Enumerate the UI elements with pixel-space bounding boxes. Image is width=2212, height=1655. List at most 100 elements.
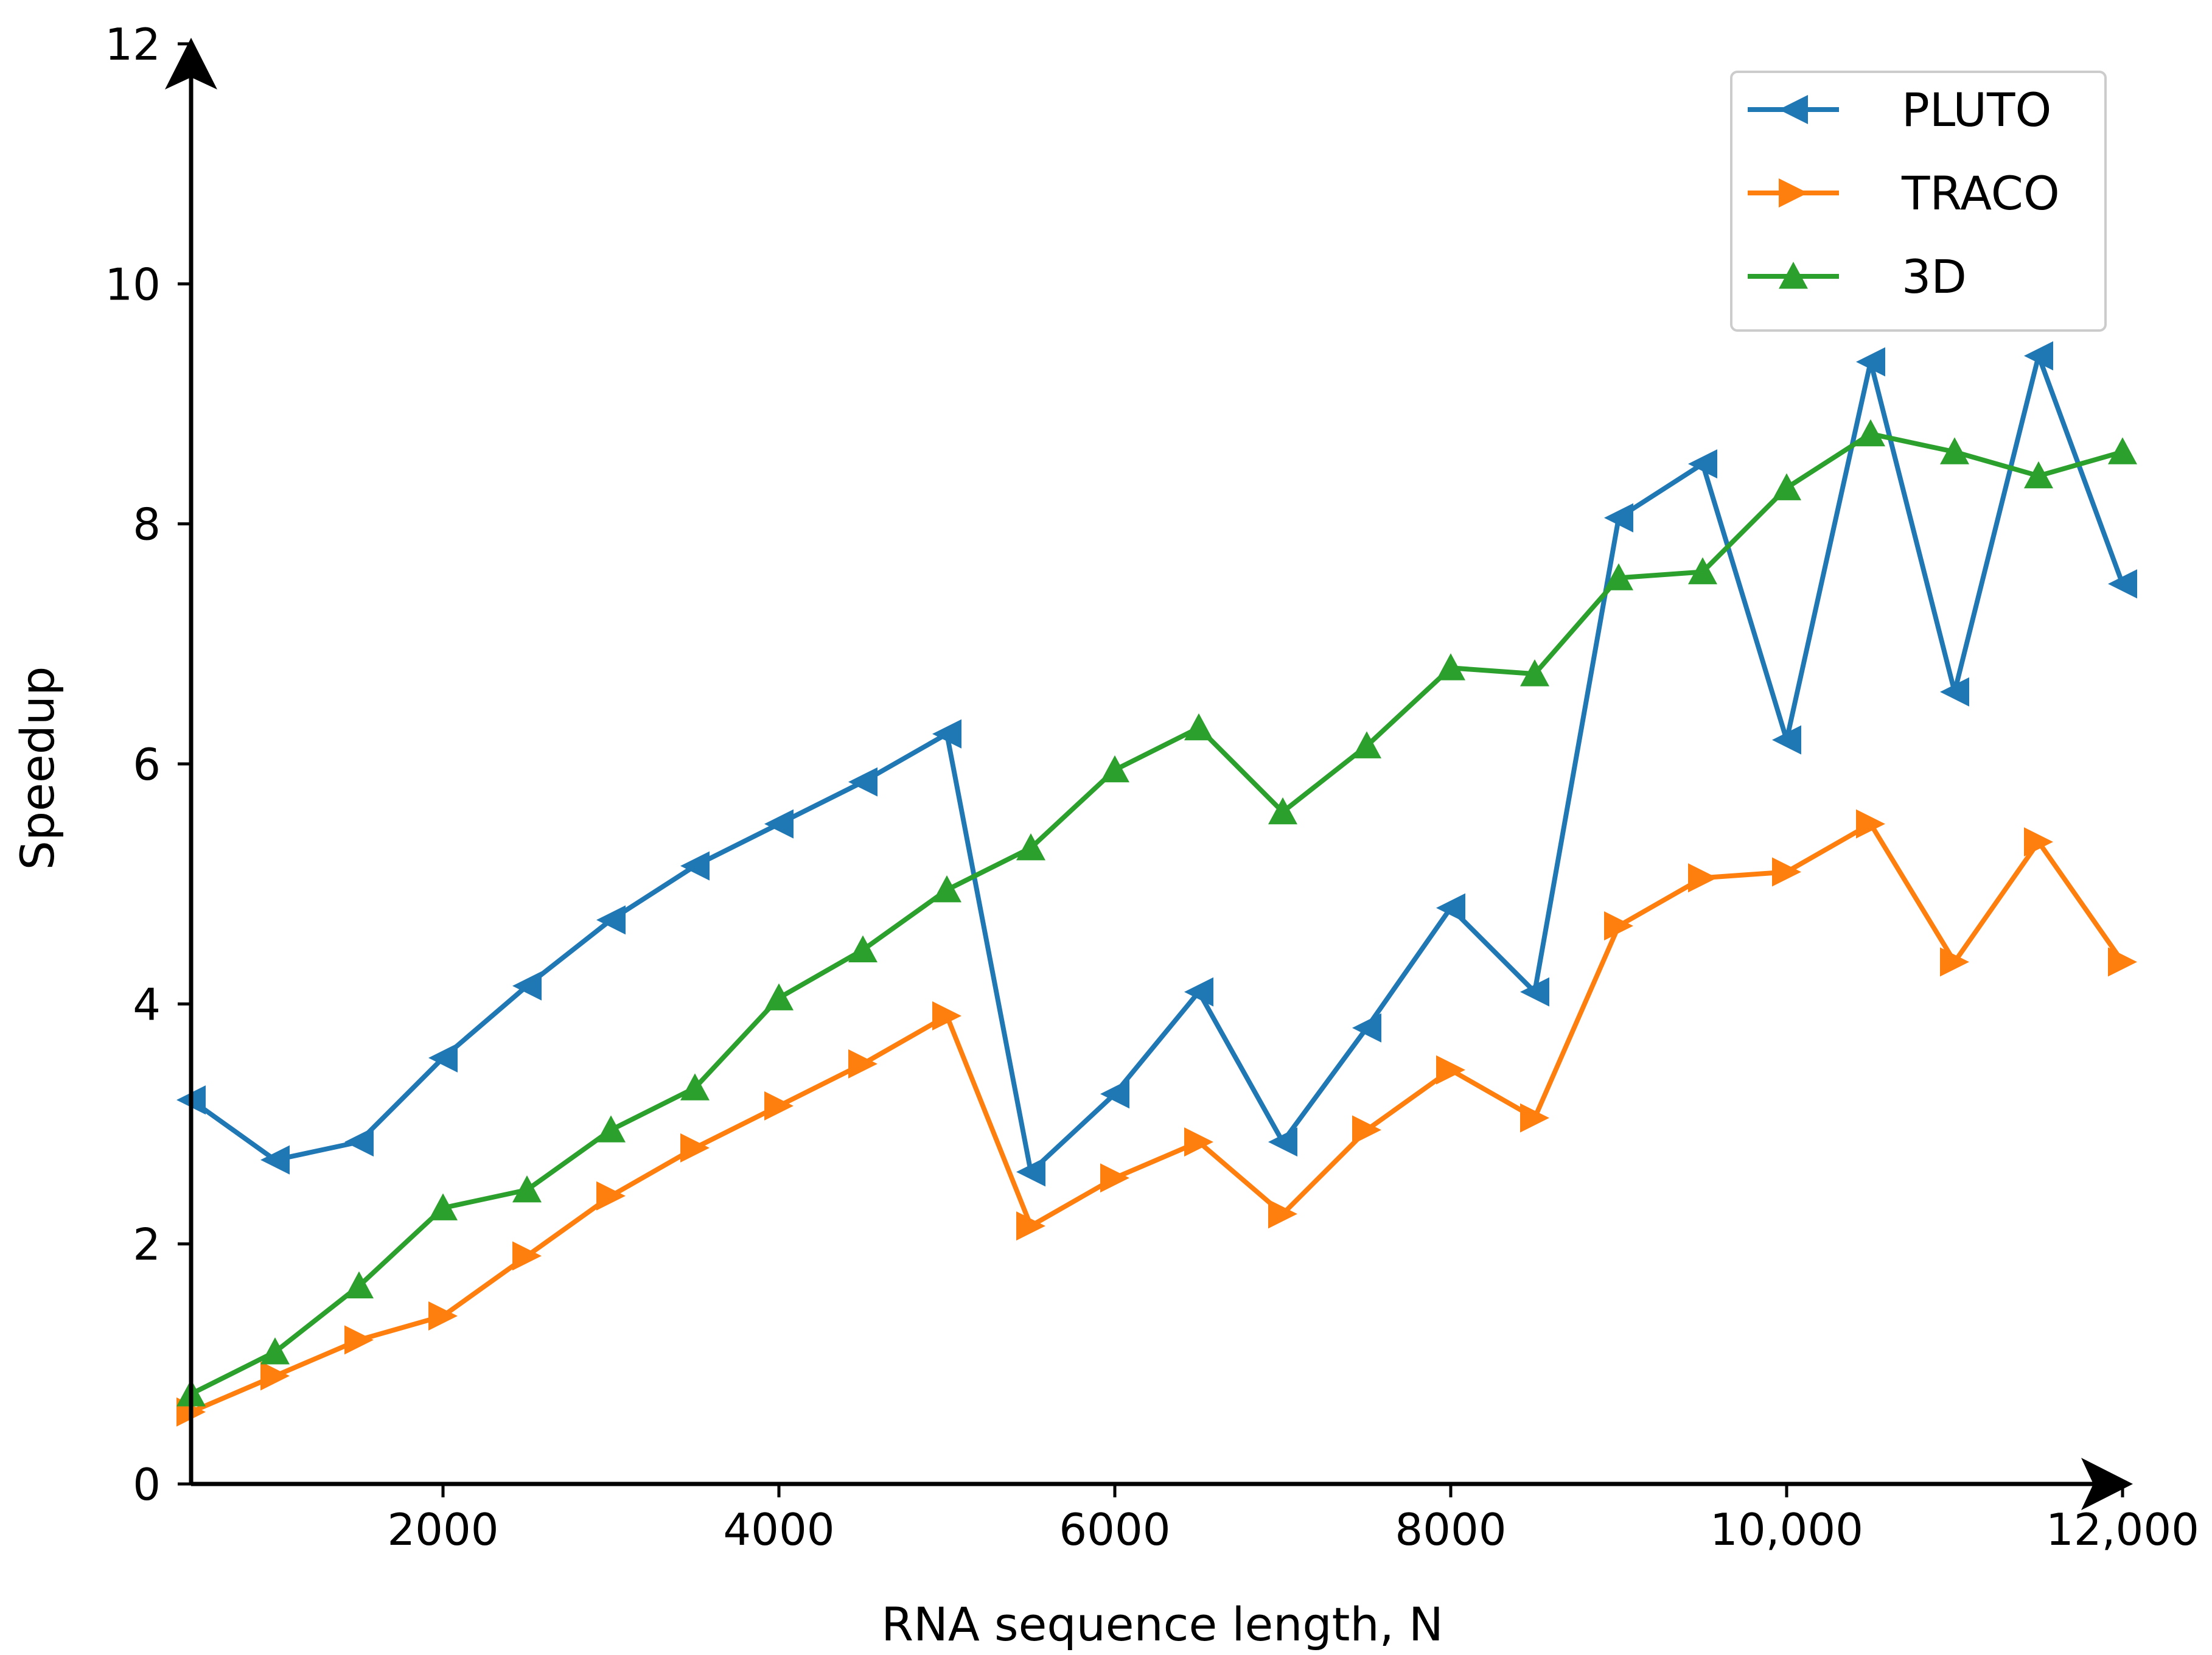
- data-point-3d: [1016, 833, 1045, 861]
- data-point-pluto: [1184, 977, 1213, 1007]
- data-point-3d: [428, 1193, 458, 1220]
- data-point-pluto: [1856, 347, 1885, 377]
- data-point-pluto: [1688, 449, 1717, 479]
- legend-label-3d: 3D: [1902, 250, 1967, 304]
- y-tick-label: 2: [133, 1219, 161, 1270]
- data-point-traco: [344, 1325, 374, 1355]
- data-point-pluto: [344, 1127, 374, 1157]
- data-point-pluto: [848, 767, 877, 797]
- data-point-pluto: [2024, 341, 2053, 371]
- y-tick-label: 4: [133, 979, 161, 1030]
- data-point-3d: [1856, 419, 1885, 447]
- data-point-traco: [1436, 1055, 1465, 1085]
- data-point-traco: [1940, 947, 1969, 977]
- legend-marker-3d: [1779, 262, 1808, 289]
- data-point-3d: [1940, 437, 1969, 464]
- data-point-3d: [764, 983, 794, 1010]
- x-tick-label: 4000: [723, 1504, 834, 1555]
- data-point-pluto: [932, 719, 961, 749]
- data-point-pluto: [428, 1043, 458, 1073]
- data-point-traco: [2108, 947, 2137, 977]
- data-point-traco: [1268, 1199, 1297, 1229]
- data-point-3d: [2024, 461, 2053, 489]
- data-point-3d: [1688, 557, 1717, 584]
- data-point-pluto: [1268, 1127, 1297, 1157]
- data-point-traco: [764, 1091, 794, 1121]
- data-point-traco: [1184, 1127, 1213, 1157]
- x-tick-label: 6000: [1059, 1504, 1170, 1555]
- data-point-traco: [1352, 1115, 1381, 1145]
- data-point-pluto: [2108, 569, 2137, 599]
- series-line-pluto: [189, 353, 2125, 1175]
- data-point-pluto: [596, 905, 626, 935]
- y-axis-arrow-icon: [165, 38, 217, 89]
- legend-item-3d: 3D: [1748, 250, 1967, 304]
- data-point-3d: [1772, 473, 1801, 500]
- x-tick-label: 8000: [1395, 1504, 1506, 1555]
- data-point-traco: [1688, 863, 1717, 893]
- x-tick-label: 10,000: [1710, 1504, 1863, 1555]
- data-point-pluto: [680, 851, 710, 881]
- data-point-traco: [1856, 809, 1885, 839]
- data-point-pluto: [1604, 503, 1633, 533]
- data-point-pluto: [764, 809, 794, 839]
- series-line-traco: [190, 821, 2125, 1415]
- data-point-3d: [596, 1115, 626, 1142]
- data-point-traco: [1520, 1103, 1549, 1133]
- data-point-traco: [260, 1361, 290, 1391]
- legend-marker-traco: [1779, 178, 1808, 208]
- y-ticks: 0 2 4 6 8 10 12: [105, 19, 191, 1510]
- data-point-3d: [2108, 437, 2137, 464]
- data-point-pluto: [260, 1145, 290, 1175]
- x-axis-arrow-icon: [2081, 1458, 2133, 1510]
- data-point-pluto: [1352, 1013, 1381, 1043]
- data-point-3d: [1184, 713, 1213, 741]
- series-traco: [176, 809, 2137, 1427]
- data-point-traco: [848, 1049, 877, 1079]
- legend: PLUTO TRACO 3D: [1730, 71, 2107, 332]
- y-tick-label: 12: [105, 19, 161, 70]
- data-point-3d: [1100, 755, 1129, 783]
- y-tick-label: 6: [133, 739, 161, 790]
- data-point-pluto: [512, 971, 542, 1001]
- legend-label-traco: TRACO: [1901, 166, 2060, 220]
- data-point-3d: [932, 875, 961, 903]
- legend-items: PLUTO TRACO 3D: [1748, 83, 2060, 304]
- data-point-traco: [512, 1241, 542, 1271]
- y-tick-label: 10: [105, 259, 161, 310]
- legend-item-traco: TRACO: [1748, 166, 2060, 220]
- y-axis-label: Speedup: [10, 667, 65, 870]
- data-point-3d: [1520, 659, 1549, 687]
- data-point-pluto: [1100, 1079, 1129, 1109]
- data-point-pluto: [1772, 725, 1801, 755]
- legend-box: [1730, 71, 2107, 332]
- data-point-pluto: [1940, 677, 1969, 707]
- data-point-3d: [260, 1337, 290, 1365]
- data-point-3d: [344, 1271, 374, 1299]
- data-point-traco: [932, 1001, 961, 1031]
- y-tick-label: 8: [133, 499, 161, 550]
- data-point-3d: [848, 935, 877, 963]
- x-tick-label: 12,000: [2046, 1504, 2199, 1555]
- data-point-traco: [1772, 857, 1801, 887]
- x-ticks: 2000 4000 6000 8000 10,000 12,000: [387, 1484, 2199, 1555]
- data-point-traco: [1100, 1163, 1129, 1193]
- data-point-3d: [680, 1073, 710, 1100]
- data-point-traco: [428, 1301, 458, 1331]
- legend-label-pluto: PLUTO: [1902, 83, 2051, 137]
- data-point-traco: [680, 1133, 710, 1163]
- y-tick-label: 0: [133, 1459, 161, 1510]
- legend-marker-pluto: [1779, 95, 1808, 124]
- data-point-pluto: [1016, 1157, 1045, 1187]
- data-point-pluto: [1436, 893, 1465, 923]
- x-axis-label: RNA sequence length, N: [881, 1597, 1443, 1651]
- series-3d: [176, 419, 2137, 1407]
- series-layer: [176, 341, 2137, 1427]
- legend-item-pluto: PLUTO: [1748, 83, 2051, 137]
- data-point-traco: [596, 1181, 626, 1211]
- data-point-3d: [1352, 731, 1381, 758]
- data-point-3d: [1268, 797, 1297, 825]
- x-tick-label: 2000: [387, 1504, 498, 1555]
- data-point-traco: [1016, 1211, 1045, 1241]
